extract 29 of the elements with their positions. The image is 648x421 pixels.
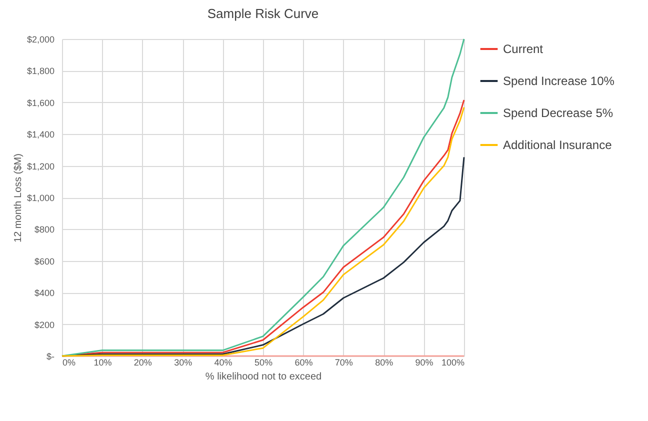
y-tick-label: $2,000	[26, 34, 54, 44]
y-tick-label: $200	[34, 320, 54, 330]
x-axis-title: % likelihood not to exceed	[205, 372, 322, 382]
y-axis-title: 12 month Loss ($M)	[12, 154, 24, 242]
x-tick-label: 40%	[214, 358, 232, 368]
chart-title: Sample Risk Curve	[207, 6, 319, 21]
y-tick-label: $400	[34, 288, 54, 298]
x-tick-label: 0%	[62, 358, 76, 368]
y-tick-label: $1,200	[26, 161, 54, 172]
legend-label: Current	[503, 42, 544, 56]
x-tick-label: 10%	[94, 358, 112, 368]
legend-label: Spend Decrease 5%	[503, 106, 614, 120]
x-tick-label: 60%	[294, 358, 313, 368]
x-tick-label: 30%	[174, 358, 192, 368]
y-tick-label: $1,000	[26, 193, 54, 203]
y-tick-label: $1,400	[26, 130, 54, 140]
legend-label: Additional Insurance	[503, 138, 612, 152]
y-tick-label: $800	[34, 224, 54, 235]
x-tick-label: 100%	[441, 358, 464, 368]
legend-label: Spend Increase 10%	[503, 74, 615, 88]
x-tick-label: 50%	[254, 358, 273, 368]
y-tick-label: $600	[34, 256, 54, 266]
y-tick-label: $1,800	[26, 66, 54, 76]
x-tick-label: 20%	[134, 358, 152, 368]
x-tick-label: 80%	[375, 358, 394, 368]
y-tick-label: $1,600	[26, 98, 54, 108]
y-tick-label: $-	[46, 352, 54, 362]
x-tick-label: 70%	[334, 358, 353, 368]
x-tick-label: 90%	[415, 358, 434, 368]
